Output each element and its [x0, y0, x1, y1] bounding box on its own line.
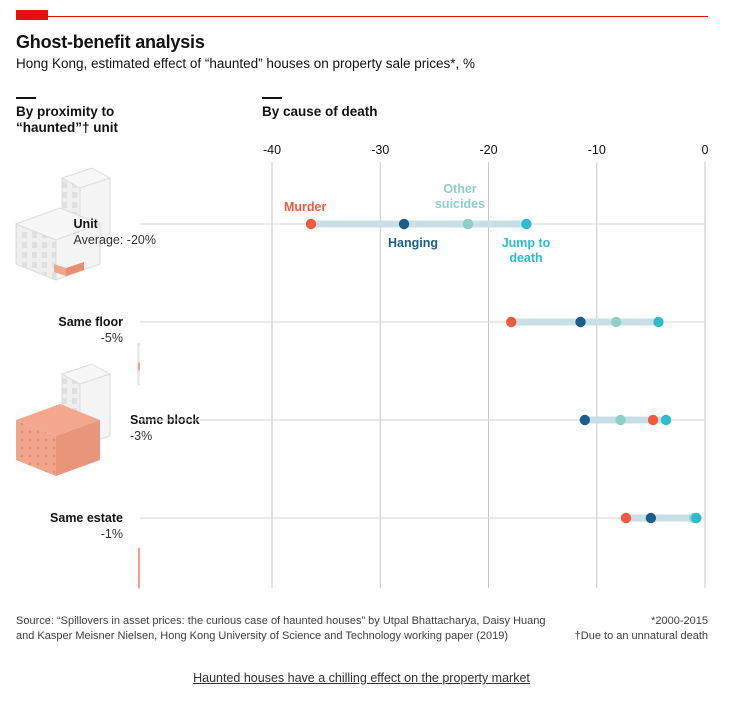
top-rule	[16, 16, 708, 17]
x-tick-label: -40	[263, 143, 281, 157]
building-illustrations	[14, 167, 140, 589]
dot-range-chart: -40 -30 -20 -10 0	[140, 143, 709, 588]
range-bars	[307, 220, 700, 522]
row-label-floor: Same floor -5%	[58, 314, 123, 346]
data-point	[647, 414, 659, 426]
section-rule-left	[16, 97, 36, 99]
row-name-floor: Same floor	[58, 315, 123, 329]
footnote-dagger: †Due to an unnatural death	[574, 630, 708, 642]
data-point	[653, 316, 664, 328]
x-tick-label: -10	[588, 143, 606, 157]
caption-link[interactable]: Haunted houses have a chilling effect on…	[193, 671, 530, 685]
data-point	[660, 414, 672, 426]
chart-subtitle: Hong Kong, estimated effect of “haunted”…	[16, 56, 476, 71]
x-tick-labels: -40 -30 -20 -10 0	[263, 143, 709, 157]
data-point	[506, 316, 517, 328]
row-sub-estate: -1%	[100, 527, 123, 541]
building-floor-front	[136, 342, 140, 386]
data-points	[305, 218, 702, 524]
section-rule-right	[262, 97, 282, 99]
annotation-hanging: Hanging	[388, 236, 438, 250]
row-name-estate: Same estate	[50, 511, 123, 525]
row-label-unit: Unit Average: -20%	[74, 216, 156, 248]
chart-title: Ghost-benefit analysis	[16, 32, 205, 52]
source-note: Source: “Spillovers in asset prices: the…	[16, 614, 556, 644]
data-point	[579, 414, 591, 426]
footnote-period: *2000-2015	[651, 615, 708, 627]
source-line-1: Source: “Spillovers in asset prices: the…	[16, 615, 546, 627]
annotation-murder: Murder	[284, 200, 327, 214]
building-block-icon	[16, 363, 112, 476]
data-point	[305, 218, 317, 230]
brand-red-bar	[16, 10, 48, 20]
building-unit-icon	[14, 167, 112, 281]
section-heading-proximity: By proximity to “haunted”† unit	[16, 104, 118, 135]
data-point	[398, 218, 410, 230]
x-tick-label: 0	[702, 143, 709, 157]
data-point	[611, 316, 622, 328]
annotation-other-suicides: Other suicides	[434, 182, 486, 211]
data-point	[620, 512, 632, 524]
data-point	[645, 512, 657, 524]
annotation-jump-to-death: Jump to death	[501, 236, 551, 265]
data-point	[575, 316, 586, 328]
data-point	[521, 218, 532, 230]
data-point	[462, 218, 474, 230]
row-name-unit: Unit	[73, 217, 98, 231]
data-point	[691, 512, 702, 524]
data-point	[615, 414, 626, 426]
building-estate-front	[138, 547, 140, 589]
row-sub-floor: -5%	[100, 331, 123, 345]
x-tick-label: -20	[479, 143, 497, 157]
row-sub-unit: Average: -20%	[73, 233, 156, 247]
row-sub-block: -3%	[130, 429, 153, 443]
footnotes: *2000-2015 †Due to an unnatural death	[575, 614, 708, 644]
source-line-2: and Kasper Meisner Nielsen, Hong Kong Un…	[16, 630, 509, 642]
row-label-estate: Same estate -1%	[50, 510, 123, 542]
x-tick-label: -30	[371, 143, 389, 157]
section-heading-cause: By cause of death	[262, 104, 378, 119]
